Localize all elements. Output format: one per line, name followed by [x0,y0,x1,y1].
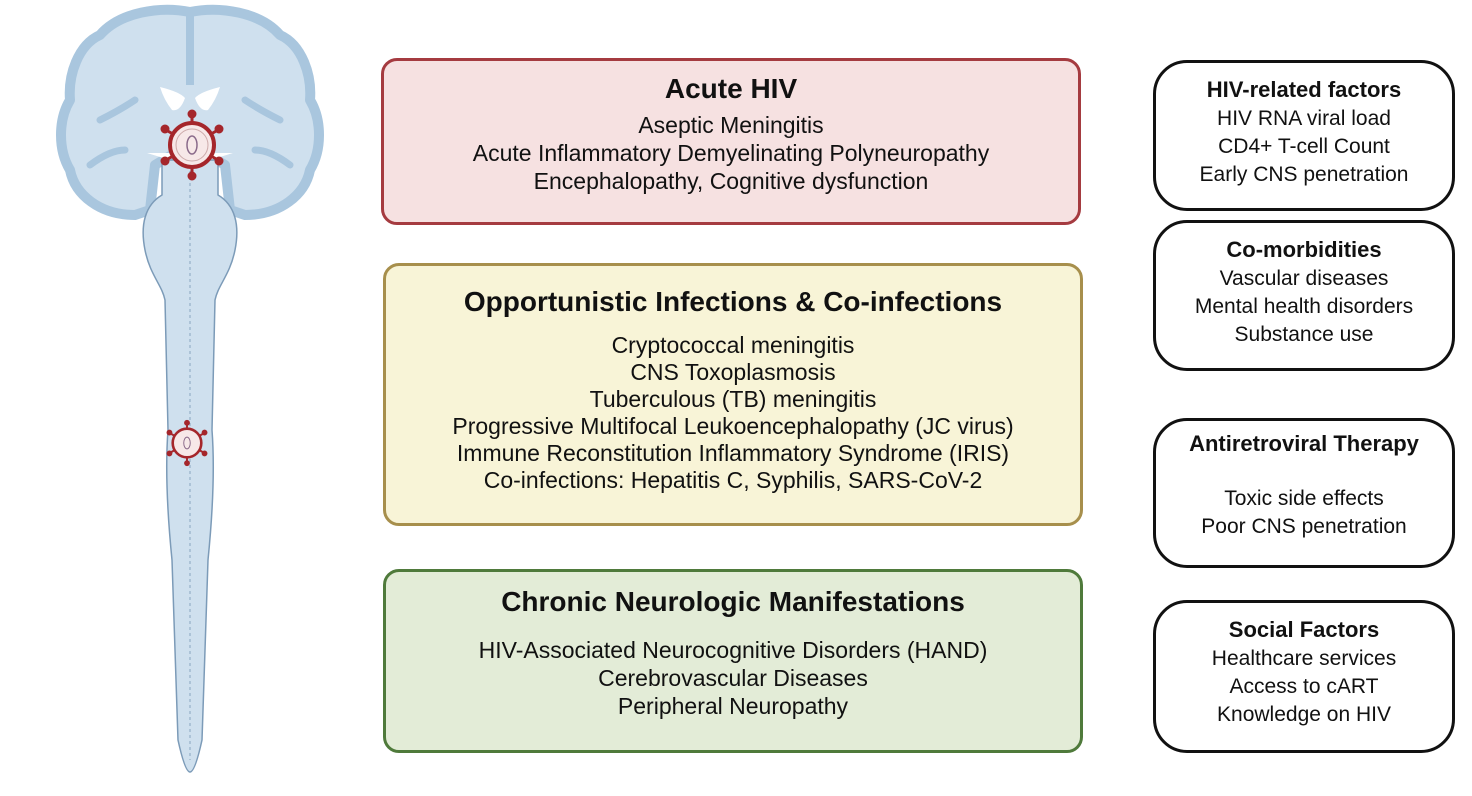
list-item: Co-infections: Hepatitis C, Syphilis, SA… [483,467,983,493]
list-item: Substance use [1234,323,1374,346]
list-item: Healthcare services [1211,647,1397,670]
list-item: Early CNS penetration [1199,163,1409,186]
hiv-virus-icon [160,109,224,181]
box-title: Social Factors [1228,617,1380,642]
list-item: Peripheral Neuropathy [617,693,849,719]
list-item: Aseptic Meningitis [638,112,824,138]
list-item: HIV RNA viral load [1217,107,1391,130]
list-item: CD4+ T-cell Count [1218,135,1390,158]
list-item: Progressive Multifocal Leukoencephalopat… [452,413,1014,439]
box-title: Chronic Neurologic Manifestations [501,586,965,617]
list-item: CNS Toxoplasmosis [630,359,836,385]
list-item: HIV-Associated Neurocognitive Disorders … [478,637,988,663]
list-item: Cerebrovascular Diseases [598,665,868,691]
list-item: Mental health disorders [1194,295,1414,318]
acute-hiv-box: Acute HIV Aseptic Meningitis Acute Infla… [381,58,1081,225]
brain-spinal-cord-illustration [56,4,324,773]
list-item: Encephalopathy, Cognitive dysfunction [533,168,929,194]
box-title: Acute HIV [664,73,798,104]
list-item: Tuberculous (TB) meningitis [589,386,877,412]
box-title: Antiretroviral Therapy [1189,431,1419,456]
antiretroviral-therapy-box: Antiretroviral Therapy Toxic side effect… [1153,418,1455,568]
list-item: Immune Reconstitution Inflammatory Syndr… [456,440,1010,466]
box-title: Opportunistic Infections & Co-infections [463,286,1003,317]
list-item: Poor CNS penetration [1201,515,1407,538]
list-item: Knowledge on HIV [1217,703,1391,726]
list-item: Cryptococcal meningitis [611,332,855,358]
list-item: Toxic side effects [1224,487,1384,510]
opportunistic-infections-box: Opportunistic Infections & Co-infections… [383,263,1083,526]
hiv-virus-icon [166,419,208,467]
box-title: Co-morbidities [1226,237,1382,262]
hiv-related-factors-box: HIV-related factors HIV RNA viral load C… [1153,60,1455,211]
box-title: HIV-related factors [1206,77,1402,102]
list-item: Access to cART [1229,675,1379,698]
comorbidities-box: Co-morbidities Vascular diseases Mental … [1153,220,1455,371]
list-item: Acute Inflammatory Demyelinating Polyneu… [472,140,990,166]
chronic-manifestations-box: Chronic Neurologic Manifestations HIV-As… [383,569,1083,753]
social-factors-box: Social Factors Healthcare services Acces… [1153,600,1455,753]
list-item: Vascular diseases [1219,267,1389,290]
